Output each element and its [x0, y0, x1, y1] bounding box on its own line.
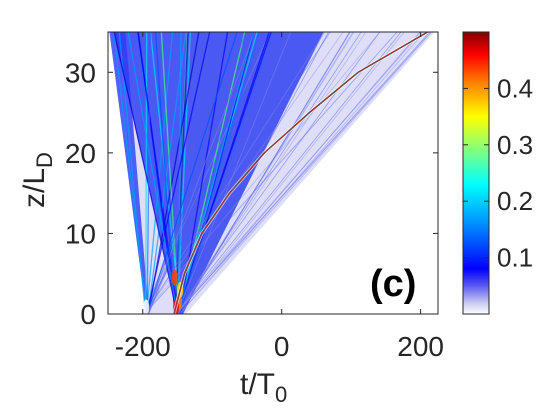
colorbar-tick-label: 0.2 [497, 186, 533, 216]
x-tick-label: -200 [115, 331, 171, 362]
ray [174, 32, 189, 314]
ray [144, 32, 331, 314]
colorbar-tick-label: 0.1 [497, 243, 533, 273]
ray [178, 32, 261, 314]
ray [127, 32, 178, 314]
hot-spot [171, 269, 178, 286]
ray [146, 32, 238, 314]
soliton-track-core [173, 32, 428, 314]
ray [174, 32, 283, 314]
ray [174, 32, 381, 314]
ray [160, 32, 180, 314]
hot-spot [143, 299, 150, 314]
ray [177, 32, 182, 314]
ray [146, 32, 211, 314]
ray [148, 32, 255, 314]
y-tick-label: 30 [65, 57, 96, 88]
x-axis-label-sub: 0 [275, 382, 287, 407]
ray [177, 32, 255, 314]
y-tick-label: 0 [80, 299, 96, 330]
ray [178, 32, 307, 314]
ray [143, 32, 271, 314]
panel-label: (c) [370, 263, 416, 305]
y-tick-label: 10 [65, 218, 96, 249]
colorbar-ticks: 0.1 0.2 0.3 0.4 [463, 73, 533, 273]
ray [177, 32, 325, 314]
ray [146, 32, 151, 314]
heatmap-layer [109, 32, 435, 314]
y-axis-label-sub: D [32, 152, 57, 168]
ray [177, 32, 274, 314]
ray [147, 32, 187, 314]
ray [146, 32, 247, 314]
colorbar: 0.1 0.2 0.3 0.4 [462, 31, 533, 315]
x-tick-label: 0 [274, 331, 290, 362]
ray [175, 32, 329, 314]
ray [147, 32, 245, 314]
ray [176, 32, 421, 314]
y-axis-label-main: z/L [18, 168, 51, 208]
ray [179, 32, 351, 314]
plot-area: (c) [107, 31, 439, 315]
ray [178, 32, 432, 314]
ray [174, 32, 402, 314]
ray [179, 32, 425, 314]
x-tick-label: 200 [397, 331, 444, 362]
y-axis-ticks: 0 10 20 30 [65, 57, 438, 330]
ray [143, 32, 381, 314]
x-axis-label-main: t/T [240, 368, 275, 401]
x-axis-label: t/T0 [240, 368, 287, 407]
y-axis-label: z/LD [18, 152, 57, 208]
x-axis-ticks: -200 0 200 [115, 32, 444, 362]
ray [176, 32, 191, 314]
ray [176, 32, 362, 314]
colorbar-tick-label: 0.3 [497, 130, 533, 160]
ray [179, 32, 351, 314]
ray [177, 32, 367, 314]
ray [176, 32, 270, 314]
ray [113, 32, 178, 314]
ray [176, 32, 292, 314]
ray [113, 32, 148, 314]
ray [174, 32, 422, 314]
plot-frame [107, 31, 439, 315]
ray [154, 32, 176, 314]
ray [176, 32, 405, 314]
colorbar-tick-label: 0.4 [497, 73, 533, 103]
ray [147, 32, 256, 314]
colorbar-body [462, 31, 490, 315]
ray [144, 32, 344, 314]
ray [175, 32, 431, 314]
y-tick-label: 20 [65, 138, 96, 169]
ray [175, 32, 432, 314]
ray [144, 32, 326, 314]
ray [177, 32, 355, 314]
ray [177, 32, 354, 314]
ray [145, 32, 174, 314]
